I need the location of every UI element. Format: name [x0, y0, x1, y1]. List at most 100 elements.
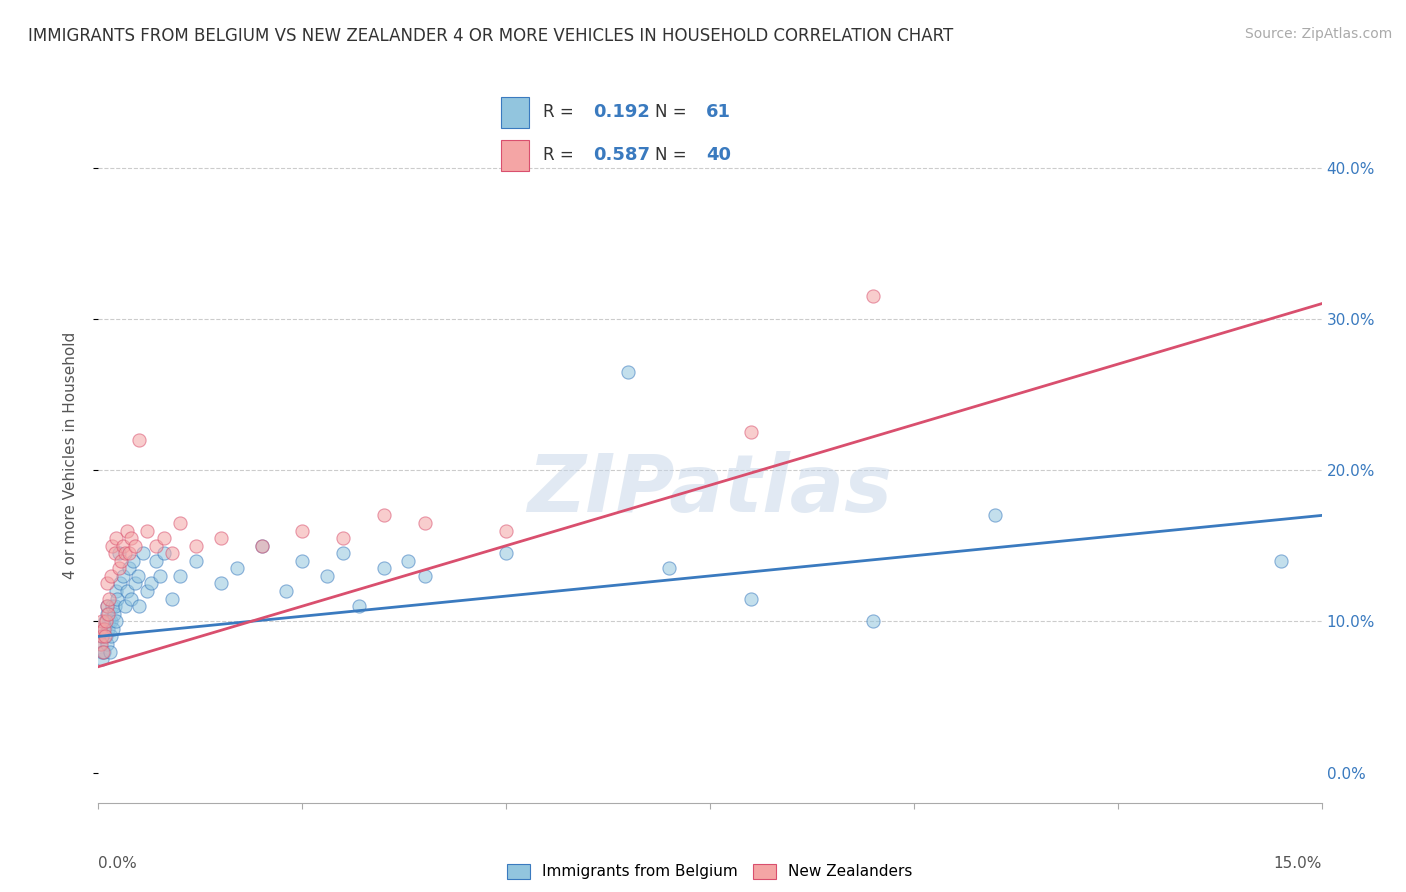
- Point: [115, 524, 138, 538]
- Text: Source: ZipAtlas.com: Source: ZipAtlas.com: [1244, 27, 1392, 41]
- Text: 0.192: 0.192: [593, 103, 650, 121]
- Point: [118, 561, 141, 575]
- Point: [114, 546, 136, 560]
- Point: [984, 508, 1007, 523]
- Point: [90, 637, 112, 651]
- Point: [91, 629, 114, 643]
- Point: [91, 622, 114, 636]
- Point: [96, 607, 118, 621]
- Point: [93, 644, 115, 658]
- Point: [160, 591, 183, 606]
- Point: [250, 539, 273, 553]
- Point: [1270, 554, 1292, 568]
- Point: [160, 546, 183, 560]
- Point: [115, 584, 138, 599]
- Point: [105, 615, 128, 629]
- Point: [104, 599, 127, 614]
- Point: [169, 569, 191, 583]
- Point: [100, 615, 122, 629]
- Point: [96, 576, 118, 591]
- Point: [94, 629, 117, 643]
- Point: [100, 629, 122, 643]
- Point: [120, 531, 142, 545]
- Point: [373, 508, 395, 523]
- Point: [105, 591, 128, 606]
- Point: [110, 554, 132, 568]
- Point: [105, 531, 128, 545]
- Point: [209, 576, 232, 591]
- Point: [91, 644, 114, 658]
- Point: [396, 554, 419, 568]
- Point: [96, 599, 118, 614]
- Point: [315, 569, 337, 583]
- Point: [413, 569, 436, 583]
- Point: [128, 433, 150, 447]
- Point: [101, 622, 124, 636]
- Y-axis label: 4 or more Vehicles in Household: 4 or more Vehicles in Household: [63, 331, 77, 579]
- Point: [169, 516, 191, 530]
- Point: [349, 599, 371, 614]
- Point: [136, 524, 159, 538]
- Point: [110, 576, 132, 591]
- Text: 0.587: 0.587: [593, 146, 651, 164]
- FancyBboxPatch shape: [501, 97, 529, 128]
- Point: [120, 591, 142, 606]
- Point: [91, 644, 114, 658]
- Text: 15.0%: 15.0%: [1274, 855, 1322, 871]
- Point: [209, 531, 232, 545]
- Point: [101, 599, 124, 614]
- Point: [145, 554, 167, 568]
- Point: [100, 569, 122, 583]
- Point: [740, 591, 762, 606]
- Point: [145, 539, 167, 553]
- Point: [121, 554, 143, 568]
- Point: [89, 637, 111, 651]
- Point: [186, 539, 208, 553]
- Point: [373, 561, 395, 575]
- Text: 40: 40: [706, 146, 731, 164]
- Text: N =: N =: [655, 103, 692, 121]
- Text: IMMIGRANTS FROM BELGIUM VS NEW ZEALANDER 4 OR MORE VEHICLES IN HOUSEHOLD CORRELA: IMMIGRANTS FROM BELGIUM VS NEW ZEALANDER…: [28, 27, 953, 45]
- Point: [136, 584, 159, 599]
- Point: [332, 546, 354, 560]
- Text: 0.0%: 0.0%: [98, 855, 138, 871]
- Point: [108, 546, 131, 560]
- Point: [128, 599, 150, 614]
- Point: [98, 591, 121, 606]
- Point: [98, 644, 121, 658]
- Point: [250, 539, 273, 553]
- Point: [124, 576, 146, 591]
- Legend: Immigrants from Belgium, New Zealanders: Immigrants from Belgium, New Zealanders: [501, 857, 920, 886]
- Point: [97, 607, 120, 621]
- Point: [862, 289, 884, 303]
- Point: [495, 524, 517, 538]
- Point: [101, 539, 124, 553]
- Point: [274, 584, 297, 599]
- Text: R =: R =: [543, 146, 579, 164]
- Point: [93, 622, 115, 636]
- Point: [111, 539, 134, 553]
- Point: [124, 539, 146, 553]
- Point: [658, 561, 681, 575]
- Point: [127, 569, 149, 583]
- Point: [94, 629, 117, 643]
- Point: [152, 531, 174, 545]
- Text: 61: 61: [706, 103, 731, 121]
- Point: [96, 599, 118, 614]
- Point: [152, 546, 174, 560]
- Point: [89, 622, 111, 636]
- Point: [97, 622, 120, 636]
- Point: [226, 561, 249, 575]
- Point: [132, 546, 155, 560]
- Point: [332, 531, 354, 545]
- Point: [90, 652, 112, 666]
- Point: [90, 629, 112, 643]
- Point: [291, 554, 314, 568]
- Point: [104, 584, 127, 599]
- Point: [740, 425, 762, 440]
- Point: [291, 524, 314, 538]
- Point: [114, 599, 136, 614]
- Point: [186, 554, 208, 568]
- Point: [90, 615, 112, 629]
- Point: [495, 546, 517, 560]
